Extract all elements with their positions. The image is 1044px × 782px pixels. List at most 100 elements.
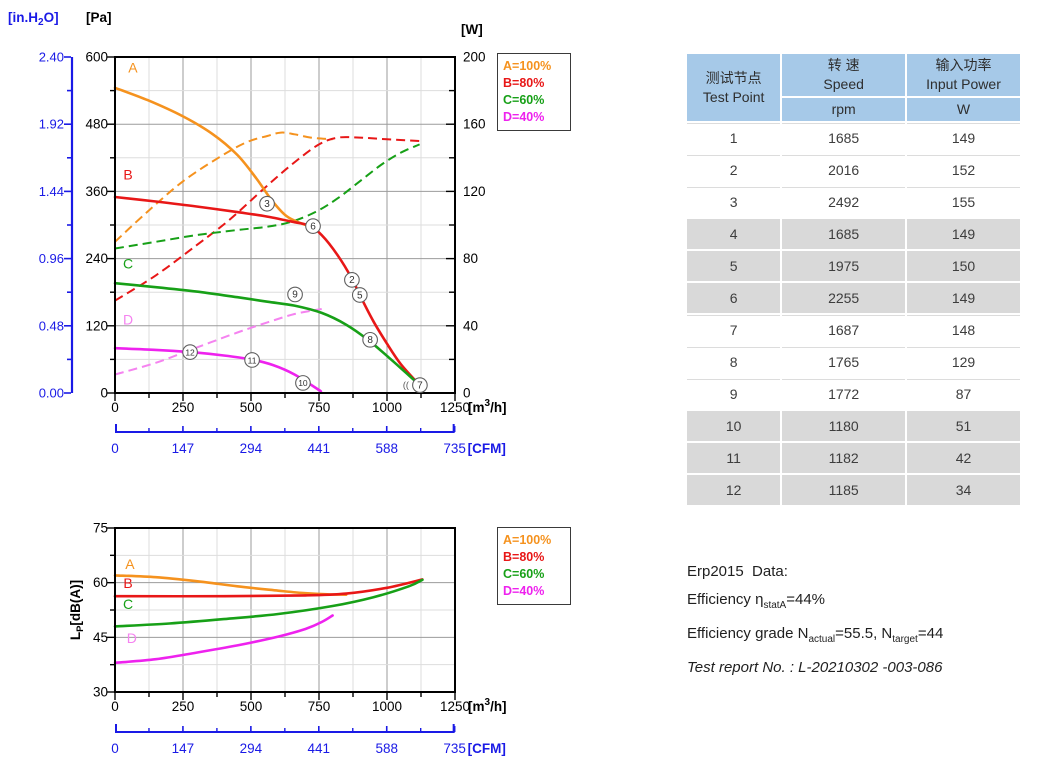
table-row: 8 1765 129 [687, 347, 1020, 377]
svg-text:0: 0 [111, 741, 119, 756]
svg-text:500: 500 [240, 699, 263, 714]
header-test-point-zh: 测试节点 [705, 69, 762, 86]
x-axis: 0 250 500 750 1000 1250[m3/h] [111, 693, 507, 714]
table-row: 7 1687 148 [687, 315, 1020, 345]
svg-text:160: 160 [463, 117, 486, 132]
speed-cell: 1975 [782, 251, 906, 281]
cfm-axis: 0 147 294 441 588 735 [CFM] [111, 724, 506, 756]
grid [115, 57, 455, 393]
legend-item-B: B=80% [503, 550, 545, 564]
power-cell: 148 [907, 315, 1020, 345]
header-speed-en: Speed [823, 76, 864, 92]
svg-text:7: 7 [417, 380, 423, 391]
table-row: 12 1185 34 [687, 475, 1020, 505]
test-point-cell: 11 [687, 443, 781, 473]
svg-text:3: 3 [264, 199, 270, 210]
svg-text:40: 40 [463, 318, 478, 333]
svg-text:[Pa]: [Pa] [86, 10, 112, 25]
svg-text:1.44: 1.44 [39, 184, 64, 199]
svg-text:0.48: 0.48 [39, 318, 64, 333]
test-point-cell: 12 [687, 475, 781, 505]
svg-text:240: 240 [85, 251, 108, 266]
test-point-cell: 10 [687, 411, 781, 441]
table-row: 11 1182 42 [687, 443, 1020, 473]
speed-cell: 2255 [782, 283, 906, 313]
power-cell: 149 [907, 283, 1020, 313]
svg-text:120: 120 [85, 318, 108, 333]
curve-labels: ABC D [123, 556, 137, 646]
svg-text:8: 8 [367, 335, 373, 346]
svg-text:735: 735 [443, 741, 466, 756]
svg-text:30: 30 [93, 685, 108, 700]
svg-text:2.40: 2.40 [39, 50, 64, 65]
legend-item-D: D=40% [503, 110, 545, 124]
svg-text:1250: 1250 [440, 400, 470, 415]
svg-text:1250: 1250 [440, 699, 470, 714]
svg-text:12: 12 [185, 347, 195, 357]
table-row: 6 2255 149 [687, 283, 1020, 313]
erp-test-report: Test report No. : L-20210302 -003-086 [687, 659, 943, 676]
erp-title: Erp2015 Data: [687, 563, 788, 580]
svg-text:[CFM]: [CFM] [468, 441, 506, 456]
header-test-point-en: Test Point [702, 88, 765, 105]
svg-text:D: D [127, 630, 137, 646]
erp-efficiency-prefix: Efficiency η [687, 591, 764, 608]
svg-text:A: A [125, 556, 135, 572]
test-point-markers: 3 6 25 9 8 ((7 10 11 12 [182, 195, 428, 394]
power-cell: 34 [907, 475, 1020, 505]
svg-text:0.00: 0.00 [39, 386, 64, 401]
svg-text:B: B [123, 575, 132, 591]
svg-text:294: 294 [240, 741, 263, 756]
svg-text:((: (( [403, 380, 409, 390]
speed-cell: 1772 [782, 379, 906, 409]
svg-text:250: 250 [172, 699, 195, 714]
table-row: 5 1975 150 [687, 251, 1020, 281]
header-input-power-zh: 输入功率 [935, 57, 992, 73]
power-cell: 129 [907, 347, 1020, 377]
header-test-point: 测试节点 Test Point [687, 54, 781, 121]
legend-item-A: A=100% [503, 533, 552, 547]
svg-text:[in.H2O]: [in.H2O] [8, 10, 59, 28]
speed-cell: 1765 [782, 347, 906, 377]
svg-text:500: 500 [240, 400, 263, 415]
svg-text:10: 10 [298, 378, 308, 388]
power-curves [114, 131, 421, 376]
erp-grade-line: Efficiency grade Nactual=55.5, Ntarget=4… [687, 620, 943, 654]
svg-text:750: 750 [308, 400, 331, 415]
svg-text:[W]: [W] [461, 22, 483, 37]
svg-text:11: 11 [248, 355, 257, 365]
svg-text:588: 588 [375, 441, 398, 456]
speed-cell: 1687 [782, 315, 906, 345]
pressure-curves [113, 86, 421, 393]
svg-text:250: 250 [172, 400, 195, 415]
table-row: 1 1685 149 [687, 123, 1020, 153]
svg-text:147: 147 [172, 741, 195, 756]
svg-text:[m3/h]: [m3/h] [468, 697, 507, 714]
test-point-cell: 1 [687, 123, 781, 153]
svg-text:0: 0 [100, 386, 108, 401]
svg-text:588: 588 [375, 741, 398, 756]
pa-axis: 600 480 360 240 120 0 [Pa] [85, 10, 114, 401]
erp-grade-sub1: actual [808, 634, 836, 645]
svg-text:1000: 1000 [372, 699, 402, 714]
test-point-cell: 7 [687, 315, 781, 345]
pressure-power-chart: 6004803602401200[Pa]2.401.921.440.960.48… [8, 10, 507, 456]
x-axis: 0 250 500 750 1000 1250[m3/h] [111, 394, 507, 415]
test-point-cell: 9 [687, 379, 781, 409]
test-point-table-wrap: 测试节点 Test Point 转 速 Speed 输入功率 Input Pow… [685, 52, 1022, 507]
test-point-table: 测试节点 Test Point 转 速 Speed 输入功率 Input Pow… [685, 52, 1022, 507]
erp-efficiency-line: Efficiency ηstatA=44% [687, 586, 943, 620]
table-row: 10 1180 51 [687, 411, 1020, 441]
cfm-axis: 0 147 294 441 588 735 [CFM] [111, 424, 506, 456]
legend-item-D: D=40% [503, 584, 545, 598]
inh2o-axis: 2.40 1.92 1.44 0.96 0.48 0.00 [in.H2O] [8, 10, 74, 401]
svg-text:B: B [123, 167, 132, 183]
svg-text:120: 120 [463, 184, 486, 199]
svg-text:600: 600 [85, 50, 108, 65]
speed-cell: 2016 [782, 155, 906, 185]
noise-curves [113, 574, 424, 665]
speed-cell: 1185 [782, 475, 906, 505]
svg-text:C: C [123, 596, 133, 612]
svg-text:735: 735 [443, 441, 466, 456]
